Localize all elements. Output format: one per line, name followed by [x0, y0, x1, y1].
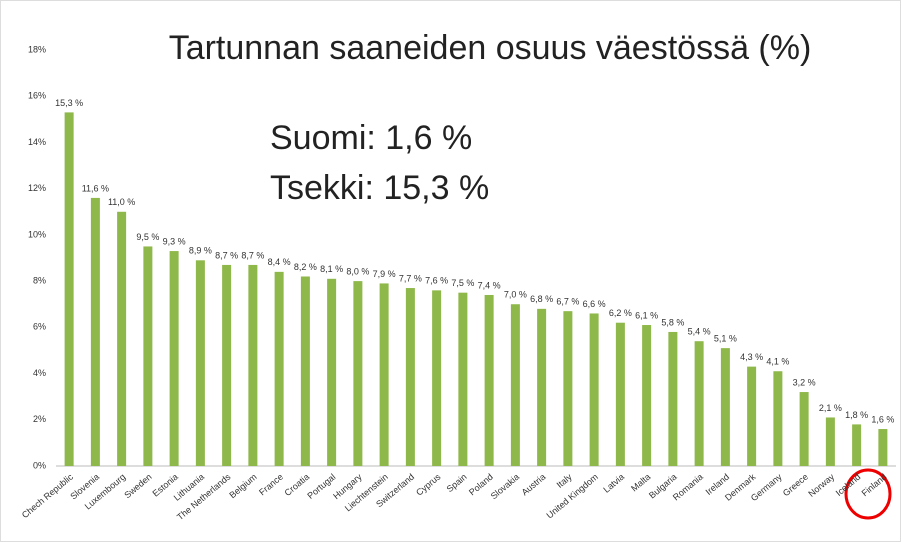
bar: [747, 366, 757, 466]
value-label: 7,7 %: [399, 273, 422, 283]
bar: [90, 197, 100, 466]
y-tick-label: 0%: [33, 460, 46, 470]
bar: [615, 322, 625, 466]
bar: [248, 264, 258, 466]
bar: [405, 288, 415, 466]
value-label: 4,1 %: [766, 357, 789, 367]
bar: [64, 112, 74, 467]
value-label: 7,5 %: [451, 278, 474, 288]
value-label: 6,2 %: [609, 308, 632, 318]
bar: [825, 417, 835, 466]
value-label: 11,0 %: [108, 197, 135, 207]
annotation: Tsekki: 15,3 %: [270, 169, 489, 207]
bar: [642, 325, 652, 466]
bar: [484, 294, 494, 466]
value-label: 3,2 %: [793, 377, 816, 387]
value-label: 5,1 %: [714, 334, 737, 344]
bar: [563, 311, 573, 466]
highlight-circle: [844, 468, 892, 520]
y-tick-label: 8%: [33, 275, 46, 285]
value-label: 8,1 %: [320, 264, 343, 274]
annotation: Suomi: 1,6 %: [270, 119, 472, 157]
bar: [169, 251, 179, 466]
bar: [694, 341, 704, 466]
bar: [589, 313, 599, 466]
bar: [773, 371, 783, 466]
value-label: 1,8 %: [845, 410, 868, 420]
value-label: 6,8 %: [530, 294, 553, 304]
bar: [300, 276, 310, 466]
value-label: 9,5 %: [136, 232, 159, 242]
bar: [668, 331, 678, 466]
value-label: 4,3 %: [740, 352, 763, 362]
bar: [222, 264, 232, 466]
bar: [327, 278, 337, 466]
bar: [195, 260, 205, 466]
value-label: 6,7 %: [556, 297, 579, 307]
y-tick-label: 12%: [28, 183, 46, 193]
bar: [432, 290, 442, 466]
y-tick-label: 18%: [28, 44, 46, 54]
y-tick-label: 4%: [33, 368, 46, 378]
value-label: 6,6 %: [583, 299, 606, 309]
bar: [852, 424, 862, 466]
value-label: 8,9 %: [189, 246, 212, 256]
y-tick-label: 16%: [28, 91, 46, 101]
value-label: 8,4 %: [268, 257, 291, 267]
bar: [274, 271, 284, 466]
bar: [353, 281, 363, 466]
value-label: 7,9 %: [373, 269, 396, 279]
value-label: 9,3 %: [163, 236, 186, 246]
y-tick-label: 14%: [28, 137, 46, 147]
value-label: 7,0 %: [504, 290, 527, 300]
y-tick-label: 6%: [33, 322, 46, 332]
value-label: 15,3 %: [55, 98, 83, 108]
value-label: 8,7 %: [241, 250, 264, 260]
value-label: 6,1 %: [635, 310, 658, 320]
value-label: 1,6 %: [871, 414, 894, 424]
value-label: 5,8 %: [661, 317, 684, 327]
bar: [799, 392, 809, 466]
value-label: 11,6 %: [82, 183, 109, 193]
value-label: 7,6 %: [425, 276, 448, 286]
bar: [143, 246, 153, 466]
bar: [537, 308, 547, 466]
y-tick-label: 2%: [33, 414, 46, 424]
value-label: 5,4 %: [688, 327, 711, 337]
bar: [510, 304, 520, 466]
value-label: 2,1 %: [819, 403, 842, 413]
bar: [458, 292, 468, 466]
value-label: 8,0 %: [346, 266, 369, 276]
bar: [720, 348, 730, 466]
value-label: 8,7 %: [215, 250, 238, 260]
value-label: 8,2 %: [294, 262, 317, 272]
y-tick-label: 10%: [28, 229, 46, 239]
bar: [379, 283, 389, 466]
bar: [878, 429, 888, 466]
value-label: 7,4 %: [478, 280, 501, 290]
chart-title: Tartunnan saaneiden osuus väestössä (%): [169, 29, 812, 67]
bar: [117, 211, 127, 466]
